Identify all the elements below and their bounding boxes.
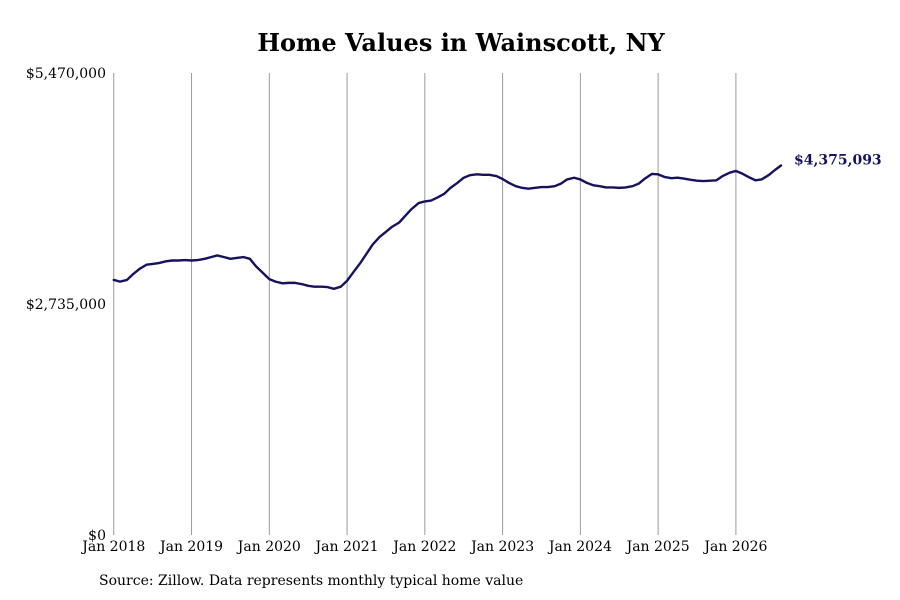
y-tick-label: $0: [88, 528, 106, 544]
x-tick-label: Jan 2023: [469, 539, 534, 555]
x-tick-label: Jan 2019: [158, 539, 223, 555]
x-tick-label: Jan 2018: [80, 539, 145, 555]
gridlines: [113, 73, 737, 535]
x-tick-label: Jan 2022: [391, 539, 456, 555]
x-axis-ticks: Jan 2018 Jan 2019 Jan 2020 Jan 2021 Jan 2022…: [80, 539, 767, 555]
series-line: [112, 164, 783, 290]
data-labels: $4,375,093: [794, 152, 882, 168]
x-tick-label: Jan 2025: [625, 539, 690, 555]
series-group: [112, 164, 783, 290]
y-axis-ticks: $5,470,000 $2,735,000 $0: [26, 66, 106, 544]
chart-title: Home Values in Wainscott, NY: [257, 28, 665, 57]
source-note: Source: Zillow. Data represents monthly …: [99, 573, 524, 589]
x-tick-label: Jan 2020: [236, 539, 301, 555]
y-tick-label: $2,735,000: [26, 297, 106, 313]
y-tick-label: $5,470,000: [26, 66, 106, 82]
x-tick-label: Jan 2021: [314, 539, 379, 555]
end-value-label: $4,375,093: [794, 152, 882, 168]
x-tick-label: Jan 2026: [702, 539, 767, 555]
x-tick-label: Jan 2024: [547, 539, 612, 555]
